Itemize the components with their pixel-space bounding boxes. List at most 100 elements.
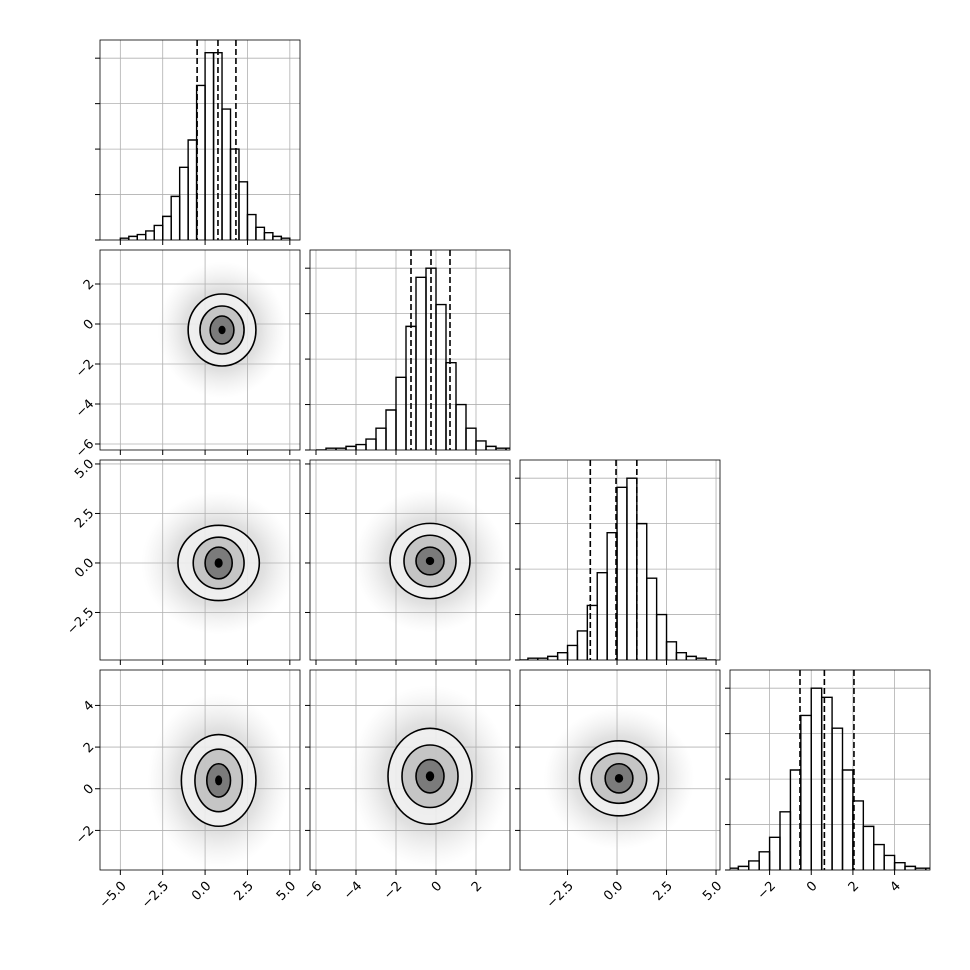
y-tick-label: 0.0 — [72, 556, 97, 581]
x-tick-label: 2 — [846, 879, 862, 895]
histogram-bin — [475, 440, 487, 450]
histogram-bin — [345, 445, 357, 450]
histogram-bin — [841, 769, 854, 870]
y-tick-label: 0 — [81, 781, 97, 797]
histogram-bin — [162, 215, 172, 240]
histogram-bin — [145, 230, 155, 240]
panel-frame — [99, 459, 301, 661]
density-peak — [215, 775, 223, 786]
histogram-bin — [375, 427, 387, 450]
x-tick-label: 2 — [469, 879, 485, 895]
panel-frame — [519, 669, 721, 871]
x-tick-label: 4 — [887, 879, 903, 895]
contour-group — [157, 261, 287, 399]
density-peak — [614, 773, 624, 783]
histogram-bin — [566, 644, 579, 660]
histogram-bin — [646, 577, 658, 660]
density-peak — [214, 558, 223, 568]
contour-group — [350, 685, 510, 868]
x-tick-label: 2.5 — [232, 879, 257, 904]
y-tick-label: 4 — [81, 698, 97, 714]
density-peak — [425, 771, 435, 782]
x-tick-label: −2 — [755, 879, 779, 903]
histogram-bin — [695, 657, 707, 660]
x-tick-label: 5.0 — [700, 879, 725, 904]
histogram-bin — [272, 235, 283, 240]
panel-frame — [309, 459, 511, 661]
histogram-bin — [365, 438, 377, 450]
histogram-bin — [395, 376, 407, 450]
histogram-bin — [636, 522, 648, 660]
x-tick-label: 0.0 — [601, 879, 626, 904]
y-tick-label: 2 — [81, 740, 97, 756]
histogram-bin — [485, 445, 497, 450]
y-tick-label: 2 — [81, 277, 97, 293]
histogram-bin — [246, 213, 257, 240]
histogram-bin — [435, 303, 447, 450]
contour-group — [141, 491, 296, 635]
histogram-bin — [779, 811, 792, 870]
histogram-bin — [586, 604, 598, 660]
histogram-bin — [831, 727, 844, 870]
density-peak — [218, 325, 226, 335]
histogram-bin — [893, 862, 906, 870]
y-tick-label: −2 — [73, 357, 97, 381]
x-tick-label: −2.5 — [544, 879, 577, 912]
panel-frame — [99, 39, 301, 241]
histogram-bin — [904, 865, 917, 870]
x-tick-label: −4 — [341, 879, 365, 903]
histogram-bin — [128, 235, 138, 240]
histogram-bin — [655, 613, 668, 660]
histogram-bin — [616, 486, 628, 660]
contour-group — [543, 707, 695, 850]
y-tick-label: −4 — [73, 397, 97, 421]
x-tick-label: −6 — [301, 879, 325, 903]
density-peak — [425, 556, 435, 566]
histogram-bin — [136, 233, 147, 240]
histogram-bin — [263, 232, 274, 240]
histogram-bin — [355, 443, 367, 450]
histogram-bin — [665, 641, 678, 660]
x-tick-label: 0 — [804, 879, 820, 895]
histogram-bin — [465, 427, 477, 450]
histogram-bin — [596, 572, 608, 660]
panel-frame — [309, 249, 511, 451]
histogram-bin — [255, 226, 266, 240]
x-tick-label: 0 — [429, 879, 445, 895]
x-tick-label: 5.0 — [274, 879, 299, 904]
y-tick-label: −2.5 — [64, 605, 97, 638]
histogram-bin — [675, 652, 688, 660]
panel-frame — [519, 459, 721, 661]
histogram-bin — [187, 139, 198, 240]
y-tick-label: 2.5 — [72, 506, 97, 531]
histogram-bin — [737, 865, 750, 870]
y-tick-label: −2 — [73, 823, 97, 847]
histogram-bin — [883, 854, 896, 870]
histogram-bin — [925, 867, 930, 870]
histogram-bin — [576, 630, 589, 660]
histogram-bin — [768, 836, 781, 870]
histogram-bin — [204, 52, 215, 240]
histogram-bin — [556, 652, 569, 660]
x-tick-label: 0.0 — [189, 879, 214, 904]
histogram-bin — [758, 851, 771, 870]
contour-group — [354, 489, 506, 633]
x-tick-label: −2 — [381, 879, 405, 903]
x-tick-label: 2.5 — [651, 879, 676, 904]
histogram-bin — [505, 447, 510, 450]
histogram-bin — [685, 655, 697, 660]
histogram-bin — [221, 108, 232, 240]
histogram-bin — [748, 860, 760, 870]
histogram-bin — [385, 409, 397, 450]
histogram-bin — [800, 714, 812, 870]
histogram-bin — [153, 224, 164, 240]
histogram-bin — [873, 843, 885, 870]
histogram-bin — [862, 825, 875, 870]
panel-frame — [99, 249, 301, 451]
histogram-bin — [170, 195, 181, 240]
histogram-bin — [280, 237, 291, 240]
histogram-bin — [547, 655, 559, 660]
panel-frame — [309, 669, 511, 871]
y-tick-label: 0 — [81, 317, 97, 333]
